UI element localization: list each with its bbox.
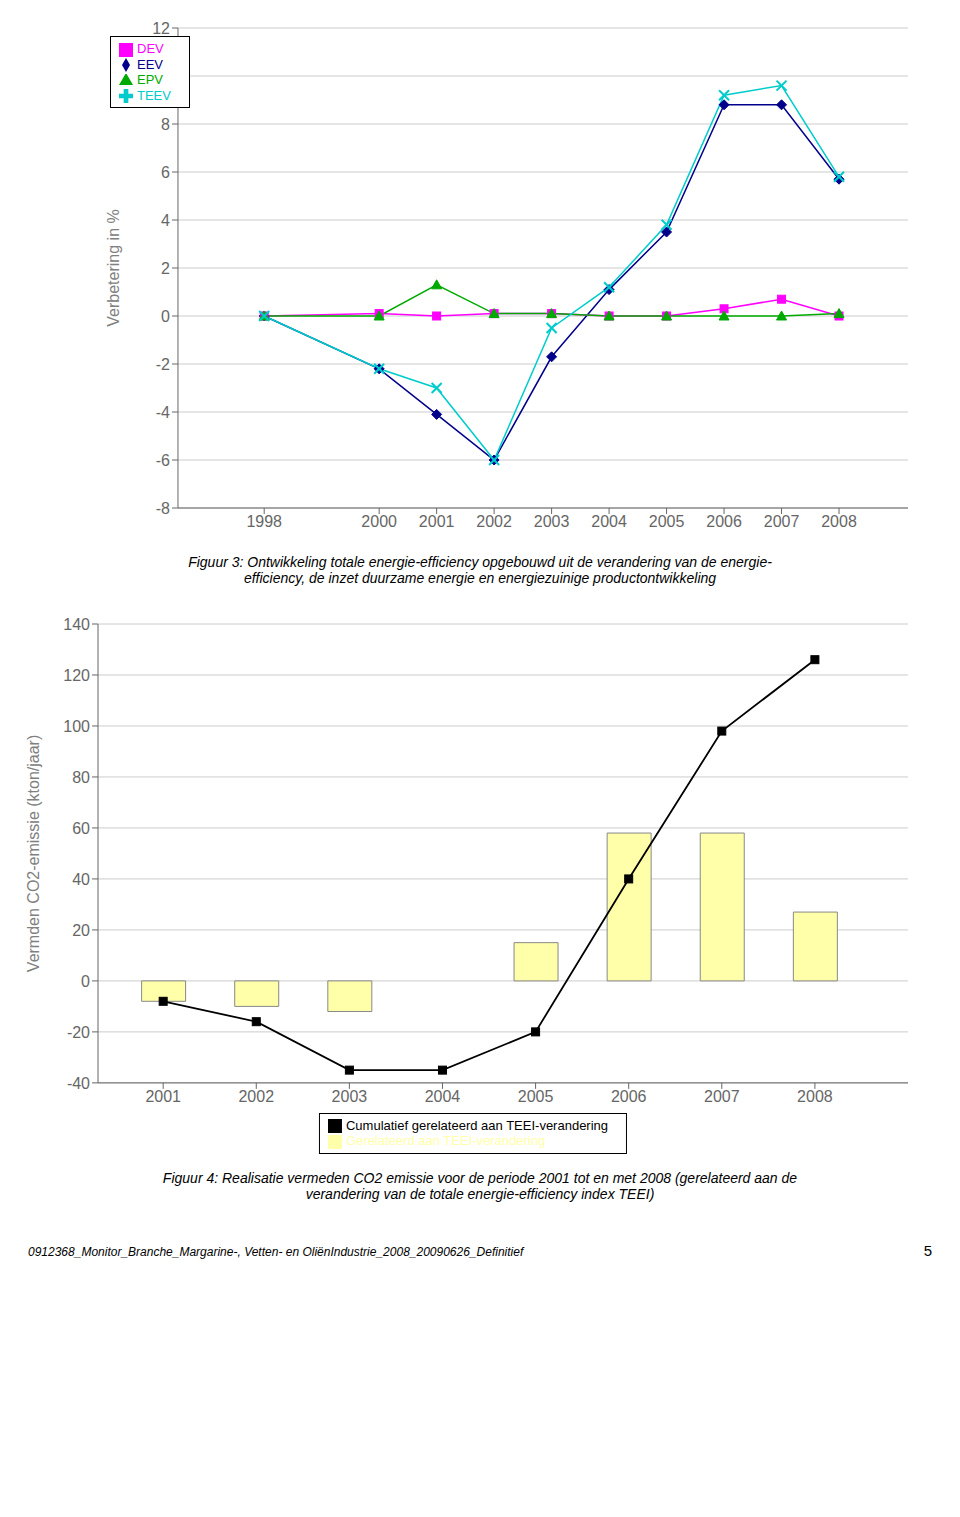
svg-text:2004: 2004 bbox=[425, 1088, 461, 1105]
svg-text:1998: 1998 bbox=[246, 513, 282, 530]
svg-text:120: 120 bbox=[63, 667, 90, 684]
svg-text:2000: 2000 bbox=[361, 513, 397, 530]
svg-text:0: 0 bbox=[161, 308, 170, 325]
svg-text:80: 80 bbox=[72, 769, 90, 786]
svg-text:2002: 2002 bbox=[238, 1088, 274, 1105]
svg-text:-6: -6 bbox=[156, 452, 170, 469]
svg-text:2003: 2003 bbox=[534, 513, 570, 530]
svg-text:2002: 2002 bbox=[476, 513, 512, 530]
svg-text:2006: 2006 bbox=[706, 513, 742, 530]
svg-text:2: 2 bbox=[161, 260, 170, 277]
svg-text:10: 10 bbox=[152, 68, 170, 85]
svg-text:140: 140 bbox=[63, 616, 90, 633]
svg-text:2001: 2001 bbox=[145, 1088, 181, 1105]
svg-text:2005: 2005 bbox=[518, 1088, 554, 1105]
svg-text:40: 40 bbox=[72, 871, 90, 888]
svg-text:100: 100 bbox=[63, 718, 90, 735]
svg-text:2007: 2007 bbox=[764, 513, 800, 530]
svg-text:2008: 2008 bbox=[797, 1088, 833, 1105]
svg-text:4: 4 bbox=[161, 212, 170, 229]
svg-text:2006: 2006 bbox=[611, 1088, 647, 1105]
svg-text:2003: 2003 bbox=[332, 1088, 368, 1105]
svg-text:Vermden CO2-emissie (kton/jaar: Vermden CO2-emissie (kton/jaar) bbox=[25, 735, 42, 972]
svg-text:60: 60 bbox=[72, 820, 90, 837]
svg-text:2005: 2005 bbox=[649, 513, 685, 530]
svg-text:-40: -40 bbox=[67, 1075, 90, 1092]
svg-text:0: 0 bbox=[81, 973, 90, 990]
svg-text:6: 6 bbox=[161, 164, 170, 181]
svg-text:12: 12 bbox=[152, 20, 170, 37]
svg-text:2004: 2004 bbox=[591, 513, 627, 530]
svg-text:2007: 2007 bbox=[704, 1088, 740, 1105]
svg-text:2008: 2008 bbox=[821, 513, 857, 530]
svg-text:-2: -2 bbox=[156, 356, 170, 373]
svg-text:-20: -20 bbox=[67, 1024, 90, 1041]
svg-text:20: 20 bbox=[72, 922, 90, 939]
svg-text:-4: -4 bbox=[156, 404, 170, 421]
svg-text:2001: 2001 bbox=[419, 513, 455, 530]
svg-text:Verbetering in %: Verbetering in % bbox=[105, 209, 122, 326]
svg-text:8: 8 bbox=[161, 116, 170, 133]
svg-text:-8: -8 bbox=[156, 500, 170, 517]
